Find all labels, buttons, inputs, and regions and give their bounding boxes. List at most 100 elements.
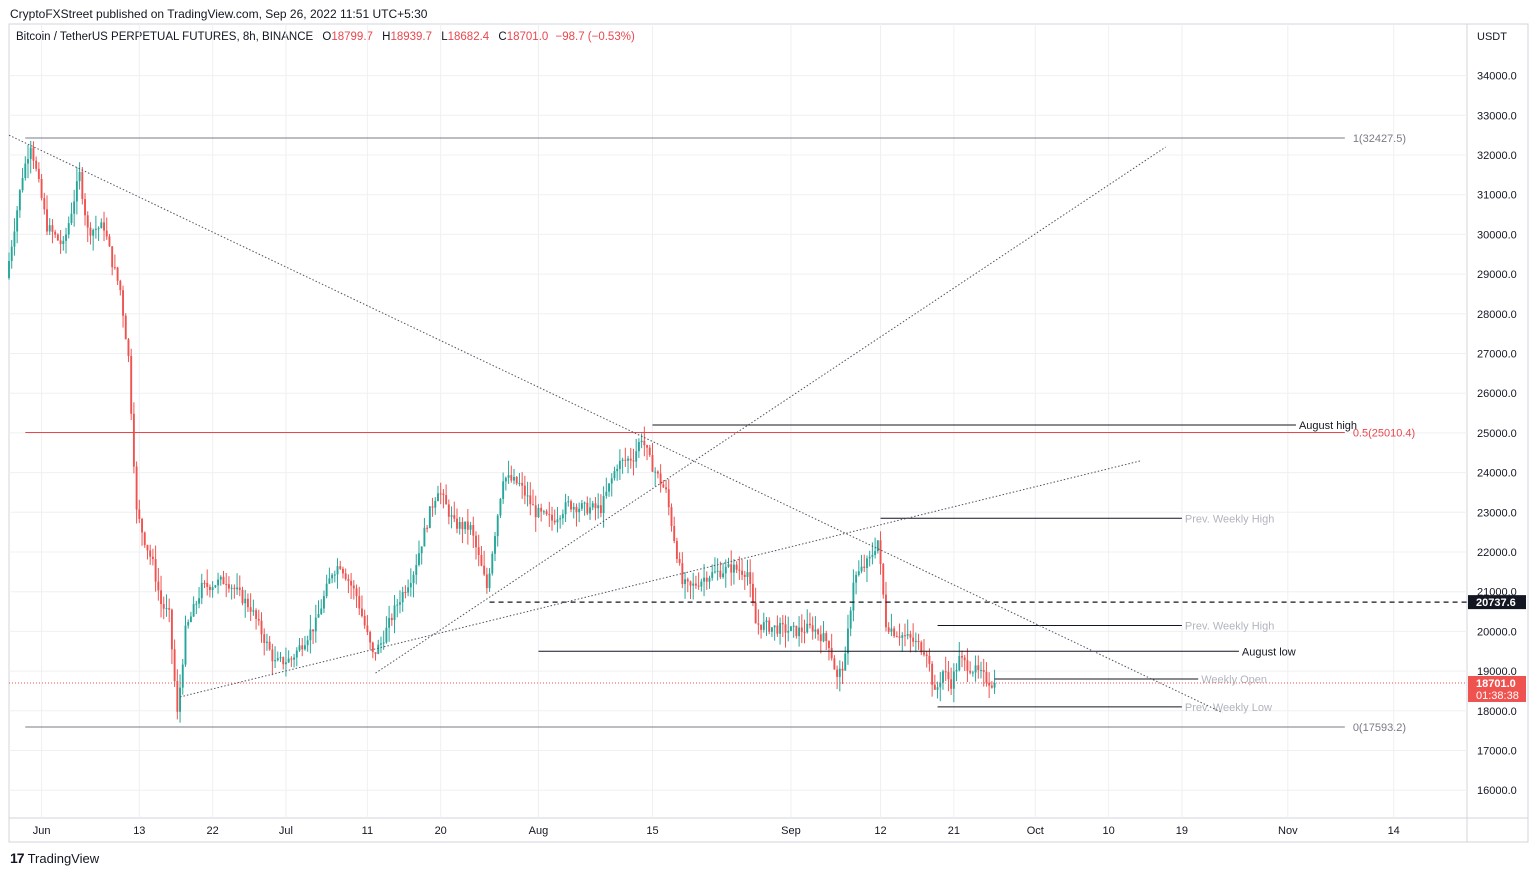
symbol-legend: Bitcoin / TetherUS PERPETUAL FUTURES, 8h…: [16, 31, 635, 43]
candle-body: [274, 660, 277, 662]
candle-body: [879, 540, 882, 564]
candle-body: [700, 581, 703, 587]
candle-body: [447, 504, 450, 517]
candle-body: [271, 649, 274, 662]
candle-body: [222, 576, 225, 584]
candle-body: [206, 582, 209, 587]
candle-body: [860, 566, 863, 572]
candle-body: [189, 616, 192, 623]
candle-body: [195, 603, 198, 605]
candle-body: [681, 563, 684, 585]
candle-body: [252, 610, 255, 612]
candle-body: [665, 487, 668, 490]
candle-body: [420, 546, 423, 554]
candle-body: [24, 163, 27, 179]
candle-body: [225, 583, 228, 585]
x-tick-label: Nov: [1278, 825, 1298, 837]
candle-body: [616, 468, 619, 472]
candle-body: [931, 663, 934, 685]
candle-body: [876, 540, 879, 552]
candle-body: [855, 574, 858, 583]
candle-body: [760, 624, 763, 630]
candle-body: [477, 547, 480, 555]
candle-body: [282, 657, 285, 665]
candle-body: [328, 578, 331, 584]
candle-body: [390, 617, 393, 621]
candle-body: [594, 503, 597, 509]
y-tick-label: 16000.0: [1477, 785, 1517, 797]
candle-body: [412, 574, 415, 584]
candle-body: [219, 576, 222, 580]
candle-body: [713, 571, 716, 573]
candle-body: [776, 625, 779, 634]
candle-body: [65, 234, 67, 241]
candle-body: [765, 620, 768, 623]
candle-body: [648, 447, 651, 456]
candle-body: [923, 652, 925, 655]
fib-level-label: 1(32427.5): [1353, 133, 1406, 145]
candle-body: [480, 554, 483, 566]
candle-body: [214, 585, 217, 588]
y-tick-label: 24000.0: [1477, 468, 1517, 480]
candle-body: [784, 624, 787, 633]
candle-body: [371, 642, 374, 653]
candle-body: [724, 566, 727, 574]
candle-body: [591, 503, 594, 508]
candle-body: [344, 573, 347, 580]
candle-body: [828, 641, 830, 649]
candle-body: [844, 653, 847, 671]
candle-body: [423, 527, 426, 547]
x-tick-label: Sep: [781, 825, 801, 837]
candle-body: [504, 477, 507, 482]
y-tick-label: 27000.0: [1477, 349, 1517, 361]
candle-body: [656, 471, 659, 474]
x-tick-label: 10: [1102, 825, 1114, 837]
candle-body: [415, 565, 418, 575]
candle-body: [73, 201, 76, 214]
x-tick-label: 11: [362, 825, 373, 837]
candle-body: [374, 652, 377, 654]
high-label: H: [382, 31, 391, 43]
candle-body: [958, 655, 961, 671]
y-tick-label: 33000.0: [1477, 110, 1517, 122]
candle-body: [727, 564, 730, 567]
candle-body: [458, 522, 461, 529]
candle-body: [904, 635, 906, 637]
candle-body: [157, 581, 160, 591]
candle-body: [170, 609, 173, 650]
x-tick-label: 20: [435, 825, 447, 837]
candle-body: [217, 579, 220, 586]
candle-body: [236, 587, 239, 590]
candle-body: [912, 637, 915, 642]
candle-body: [730, 564, 733, 573]
candle-body: [105, 230, 108, 237]
close-value: 18701.0: [506, 31, 549, 43]
candle-body: [887, 627, 890, 632]
candle-body: [265, 641, 268, 643]
candle-body: [162, 604, 165, 609]
candle-body: [363, 616, 366, 626]
candle-body: [985, 671, 988, 683]
candle-body: [779, 623, 782, 634]
candle-body: [871, 554, 874, 557]
trendline: [179, 460, 1142, 698]
candle-body: [426, 527, 429, 529]
candle-body: [792, 625, 795, 627]
candle-body: [293, 657, 296, 660]
candle-body: [795, 625, 798, 637]
candle-body: [461, 522, 464, 530]
candle-body: [295, 650, 298, 658]
candle-body: [149, 550, 152, 557]
level-label: Prev. Weekly High: [1185, 620, 1274, 632]
candle-body: [561, 514, 564, 519]
candle-body: [369, 632, 372, 643]
level-label: Prev. Weekly Low: [1185, 702, 1272, 714]
candle-body: [920, 642, 923, 653]
candle-body: [198, 598, 201, 604]
candle-body: [974, 665, 977, 673]
candle-body: [230, 587, 233, 589]
candle-body: [635, 451, 638, 462]
candle-body: [643, 440, 646, 446]
candle-body: [515, 476, 518, 484]
